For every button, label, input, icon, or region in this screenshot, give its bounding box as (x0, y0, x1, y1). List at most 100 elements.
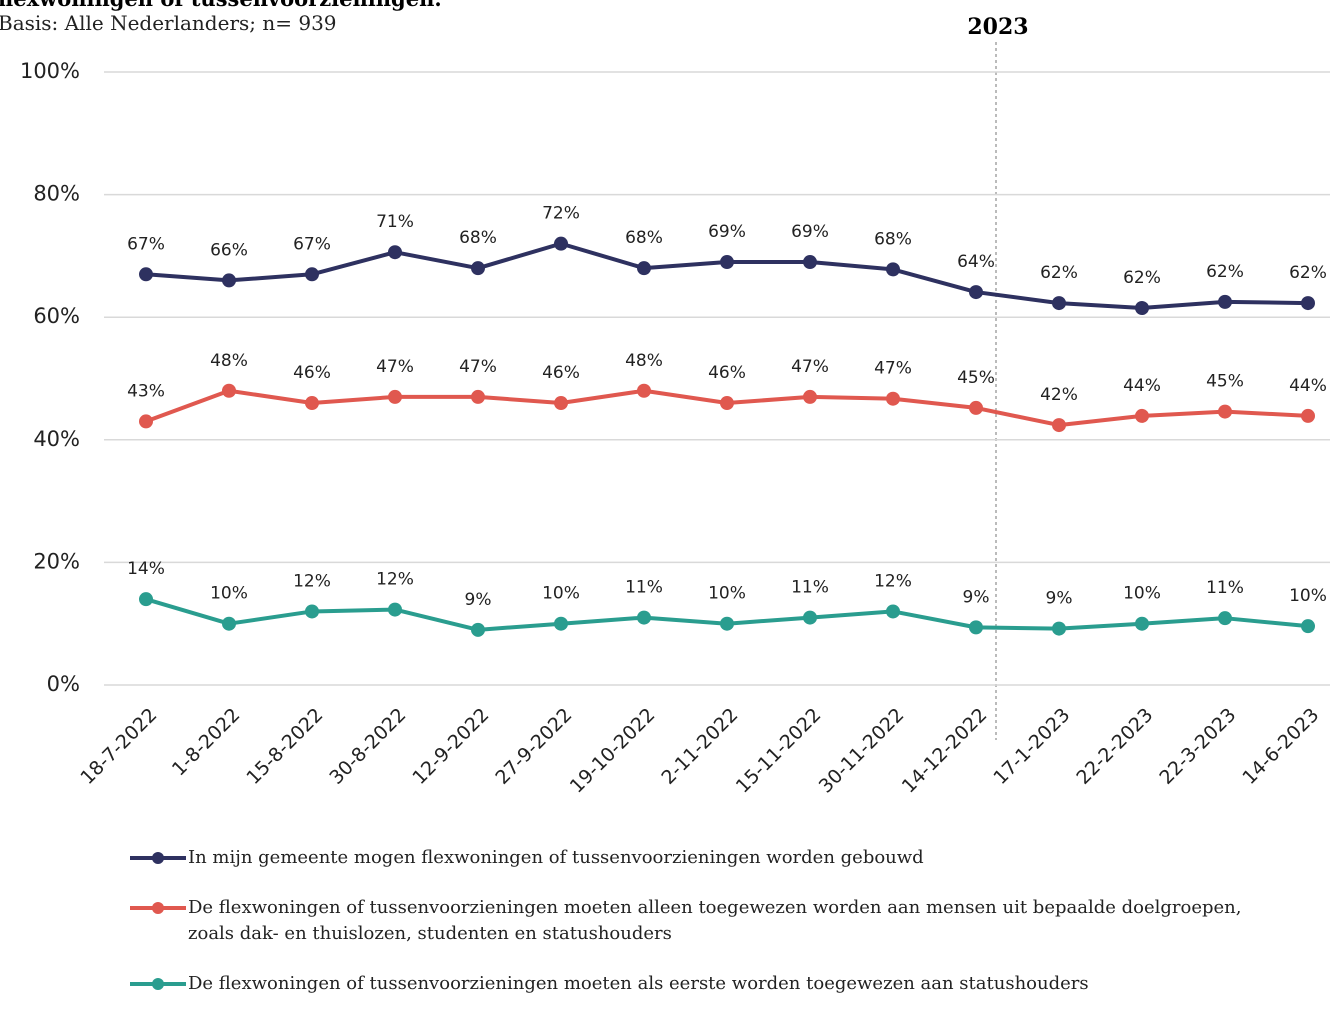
data-point (305, 604, 319, 619)
x-tick-label: 22-3-2023 (1155, 704, 1240, 789)
data-point (139, 267, 153, 282)
x-tick-label: 14-6-2023 (1238, 704, 1323, 789)
data-label: 71% (376, 212, 414, 232)
y-tick-label: 40% (33, 427, 80, 451)
data-label: 44% (1123, 376, 1161, 396)
x-tick-label: 18-7-2022 (76, 704, 161, 789)
data-label: 47% (874, 359, 912, 379)
data-point (720, 616, 734, 631)
data-point (1301, 408, 1315, 423)
y-tick-label: 100% (20, 59, 80, 83)
data-point (388, 389, 402, 404)
x-tick-label: 14-12-2022 (898, 704, 992, 798)
y-tick-label: 80% (33, 182, 80, 206)
x-tick-label: 12-9-2022 (408, 704, 493, 789)
legend-item: De flexwoningen of tussenvoorzieningen m… (128, 971, 1318, 997)
data-label: 10% (708, 584, 746, 604)
x-tick-label: 19-10-2022 (566, 704, 660, 798)
data-label: 62% (1123, 268, 1161, 288)
data-point (1301, 296, 1315, 311)
data-point (886, 391, 900, 406)
data-label: 10% (1123, 584, 1161, 604)
data-point (1301, 619, 1315, 634)
x-tick-label: 22-2-2023 (1072, 704, 1157, 789)
data-point (886, 262, 900, 277)
data-point (222, 383, 236, 398)
data-label: 10% (1289, 586, 1327, 606)
data-label: 14% (127, 559, 165, 579)
data-label: 46% (293, 363, 331, 383)
data-point (1218, 404, 1232, 419)
data-label: 67% (293, 234, 331, 254)
data-label: 62% (1206, 262, 1244, 282)
x-tick-label: 27-9-2022 (491, 704, 576, 789)
data-point (1052, 418, 1066, 433)
annotation: 2023 (967, 14, 1028, 40)
data-point (803, 255, 817, 270)
data-point (1218, 611, 1232, 626)
data-label: 68% (874, 229, 912, 249)
data-label: 9% (465, 590, 492, 610)
legend-marker (152, 902, 164, 914)
data-label: 68% (625, 228, 663, 248)
data-label: 42% (1040, 385, 1078, 405)
data-label: 47% (791, 357, 829, 377)
legend-item: De flexwoningen of tussenvoorzieningen m… (128, 895, 1318, 947)
data-point (471, 261, 485, 276)
data-label: 69% (791, 222, 829, 242)
data-point (471, 622, 485, 637)
data-point (803, 389, 817, 404)
data-point (554, 236, 568, 251)
data-label: 46% (708, 363, 746, 383)
data-point (1218, 294, 1232, 309)
legend-label: In mijn gemeente mogen flexwoningen of t… (188, 847, 924, 868)
data-label: 67% (127, 234, 165, 254)
x-tick-label: 30-11-2022 (815, 704, 909, 798)
legend-marker (152, 852, 164, 864)
data-label: 11% (791, 578, 829, 598)
chart-title: flexwoningen of tussenvoorzieningen. (0, 0, 442, 11)
data-point (471, 389, 485, 404)
x-tick-label: 15-11-2022 (732, 704, 826, 798)
data-label: 43% (127, 381, 165, 401)
data-label: 12% (874, 571, 912, 591)
data-point (222, 616, 236, 631)
data-label: 11% (625, 578, 663, 598)
data-label: 47% (376, 357, 414, 377)
x-tick-label: 1-8-2022 (168, 704, 245, 781)
legend-item: In mijn gemeente mogen flexwoningen of t… (128, 845, 1318, 871)
data-point (720, 396, 734, 411)
data-label: 62% (1289, 263, 1327, 283)
legend-swatch (130, 902, 186, 914)
data-point (1052, 621, 1066, 636)
data-label: 48% (625, 351, 663, 371)
x-tick-label: 17-1-2023 (989, 704, 1074, 789)
data-point (1052, 296, 1066, 311)
chart: flexwoningen of tussenvoorzieningen. Bas… (0, 0, 1330, 798)
data-point (886, 604, 900, 619)
data-point (637, 610, 651, 625)
data-point (969, 285, 983, 300)
data-label: 45% (957, 368, 995, 388)
data-label: 11% (1206, 578, 1244, 598)
data-label: 62% (1040, 263, 1078, 283)
data-point (305, 267, 319, 282)
data-point (388, 602, 402, 617)
data-label: 66% (210, 240, 248, 260)
data-label: 12% (376, 570, 414, 590)
data-point (222, 273, 236, 288)
y-tick-label: 20% (33, 549, 80, 573)
x-tick-label: 2-11-2022 (657, 704, 742, 789)
data-point (637, 383, 651, 398)
legend-label: De flexwoningen of tussenvoorzieningen m… (188, 973, 1089, 994)
legend-label: De flexwoningen of tussenvoorzieningen m… (188, 897, 1242, 944)
data-label: 46% (542, 363, 580, 383)
data-label: 72% (542, 204, 580, 224)
data-label: 44% (1289, 376, 1327, 396)
data-label: 10% (210, 584, 248, 604)
data-label: 68% (459, 228, 497, 248)
data-label: 48% (210, 351, 248, 371)
data-point (554, 396, 568, 411)
data-point (139, 592, 153, 607)
